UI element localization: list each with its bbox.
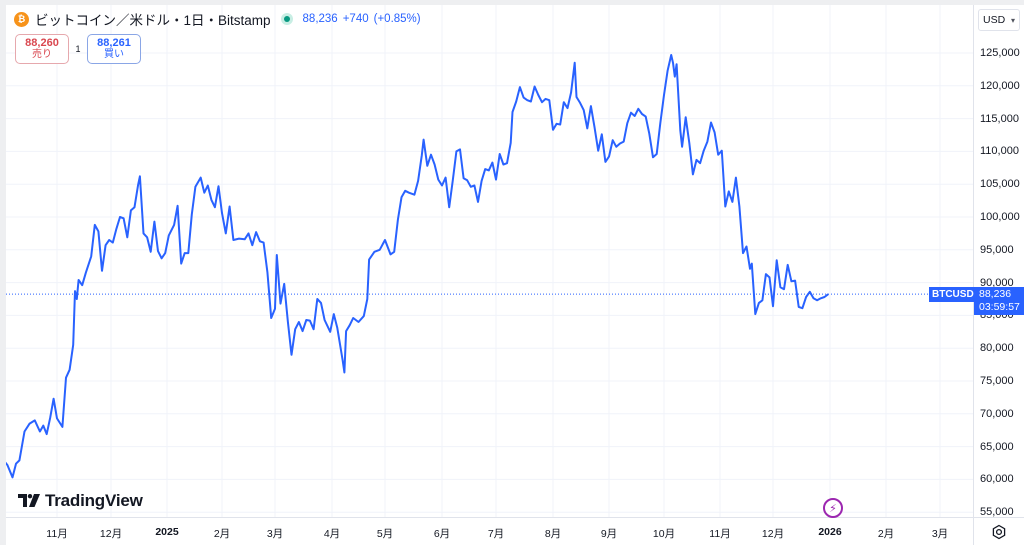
time-tick-label: 10月 [652, 528, 676, 540]
time-tick-label: 12月 [99, 528, 123, 540]
tradingview-logo-icon [18, 494, 40, 507]
sell-price: 88,260 [25, 37, 59, 49]
time-tick-label: 3月 [266, 528, 284, 540]
last-price-value: 88,236 [979, 288, 1012, 300]
price-line-chart [6, 5, 973, 517]
time-tick-label: 8月 [544, 528, 562, 540]
time-tick-label: 2026 [818, 526, 842, 538]
time-tick-label: 12月 [761, 528, 785, 540]
price-change-percent: (+0.85%) [373, 13, 421, 25]
sell-button[interactable]: 88,260 売り [15, 34, 69, 64]
time-tick-label: 2月 [213, 528, 231, 540]
time-scale[interactable]: 11月 12月 2025 2月 3月 4月 5月 6月 7月 8月 9月 10月 11月 12月 2026 2… [6, 517, 973, 545]
time-tick-label: 11月 [709, 528, 731, 540]
price-tick-label: 115,000 [980, 112, 1019, 125]
price-tick-label: 105,000 [980, 178, 1020, 191]
bitcoin-icon: ₿ [14, 11, 29, 27]
top-border [0, 0, 1024, 5]
price-tick-label: 125,000 [980, 47, 1020, 59]
price-series-line [6, 54, 829, 479]
time-tick-label: 6月 [433, 528, 451, 540]
price-tick-label: 110,000 [980, 145, 1019, 158]
price-tick-label: 75,000 [980, 375, 1014, 387]
buy-price: 88,261 [97, 37, 131, 49]
buy-label: 買い [104, 49, 124, 60]
price-tick-label: 90,000 [980, 276, 1014, 289]
price-tick-label: 80,000 [980, 342, 1014, 355]
left-border [0, 0, 6, 545]
symbol-legend[interactable]: ₿ ビットコイン／米ドル・1日・Bitstamp 88,236 +740 (+0.8… [14, 9, 426, 29]
quote-values: 88,236 +740 (+0.85%) [303, 13, 426, 25]
price-tick-label: 95,000 [980, 243, 1014, 256]
trade-buttons: 88,260 売り 1 88,261 買い [15, 34, 141, 64]
last-price: 88,236 [302, 13, 338, 25]
time-tick-label: 2月 [877, 528, 895, 540]
time-tick-label: 3月 [931, 528, 949, 540]
currency-label: USD [983, 14, 1006, 26]
bar-countdown: 03:59:57 [979, 301, 1020, 313]
time-tick-label: 2025 [155, 526, 179, 538]
time-tick-label: 11月 [46, 528, 68, 540]
buy-button[interactable]: 88,261 買い [87, 34, 141, 64]
spread-value: 1 [75, 44, 81, 54]
price-tick-label: 70,000 [980, 407, 1014, 420]
chevron-down-icon: ▾ [1010, 15, 1015, 25]
time-tick-label: 7月 [487, 528, 505, 540]
symbol-price-label: BTCUSD [929, 287, 977, 302]
tradingview-logo[interactable]: TradingView [18, 491, 143, 511]
price-tick-label: 65,000 [980, 440, 1014, 453]
price-tick-label: 100,000 [980, 211, 1020, 223]
sell-label: 売り [32, 49, 52, 60]
gear-icon [992, 524, 1006, 539]
price-tick-label: 55,000 [980, 506, 1014, 519]
price-scale[interactable]: 125,000 120,000 115,000 110,000 105,000 100,0… [973, 5, 1024, 519]
price-change: +740 [342, 13, 369, 25]
price-tick-label: 120,000 [980, 79, 1020, 92]
price-tick-label: 60,000 [980, 473, 1014, 486]
symbol-title[interactable]: ビットコイン／米ドル・1日・Bitstamp [35, 13, 271, 28]
last-price-marker: 88,236 03:59:57 [974, 287, 1024, 315]
logo-text: TradingView [45, 491, 143, 510]
lightning-event-icon[interactable]: ⚡ [823, 498, 843, 518]
settings-button[interactable] [973, 517, 1024, 545]
chart-plot-area[interactable] [6, 5, 973, 517]
time-tick-label: 9月 [600, 528, 618, 540]
time-tick-label: 5月 [376, 528, 394, 540]
currency-dropdown[interactable]: USD ▾ [978, 9, 1020, 31]
time-tick-label: 4月 [323, 528, 341, 540]
market-status-icon [280, 13, 293, 25]
